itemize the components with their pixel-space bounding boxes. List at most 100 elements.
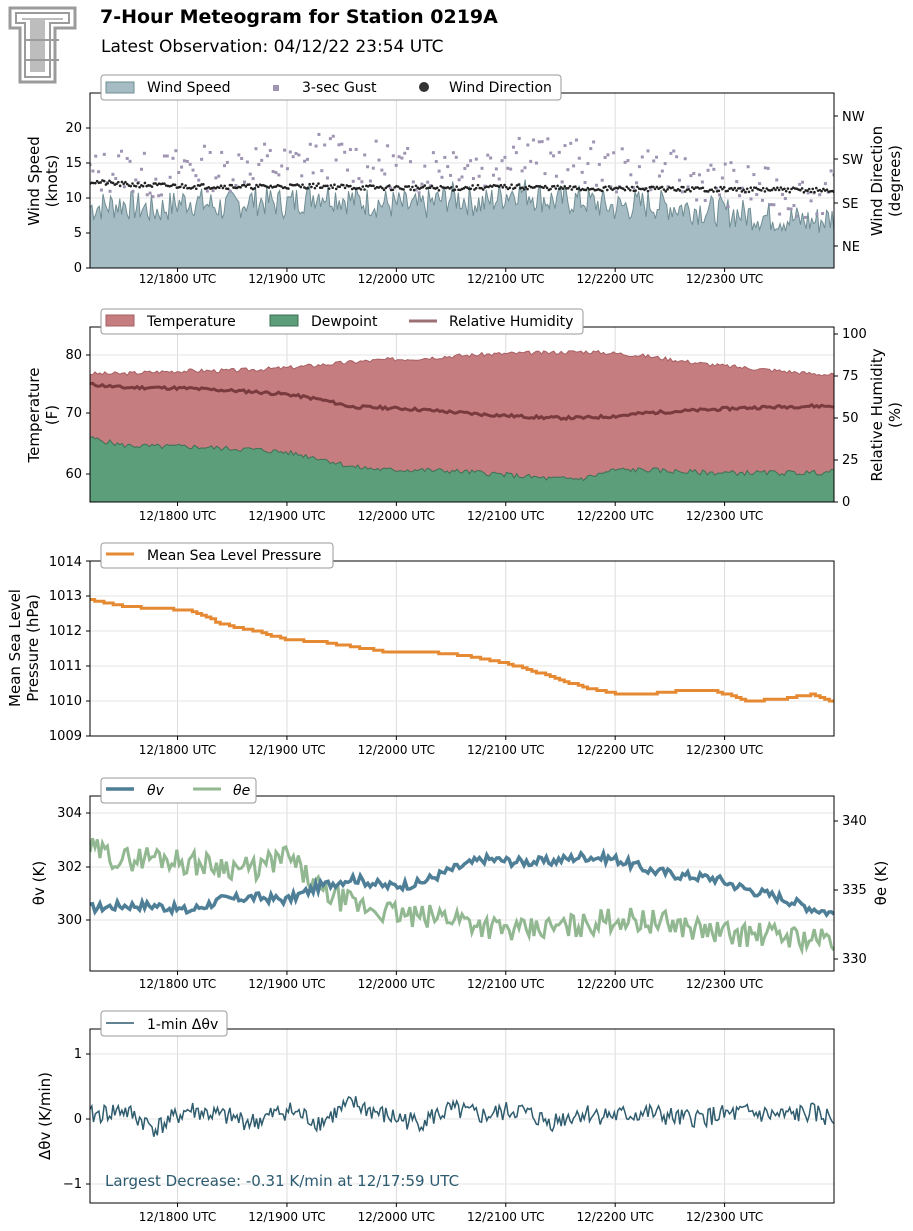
gust-point: [512, 145, 516, 149]
gust-point: [818, 193, 822, 197]
x-tick-label: 12/2200 UTC: [576, 509, 653, 523]
legend-wind-speed: Wind Speed: [147, 80, 231, 96]
direction-point: [99, 181, 102, 184]
direction-point: [327, 187, 331, 190]
gust-point: [506, 166, 510, 170]
gust-point: [537, 140, 541, 144]
gust-point: [466, 164, 470, 168]
direction-point: [717, 189, 721, 193]
gust-point: [706, 168, 710, 172]
gust-point: [383, 172, 387, 176]
gust-point: [586, 162, 590, 166]
direction-point: [662, 188, 666, 191]
direction-point: [193, 185, 196, 188]
gust-point: [328, 137, 332, 141]
gust-point: [251, 177, 255, 181]
direction-point: [549, 187, 552, 191]
direction-point: [783, 187, 786, 191]
gust-point: [663, 162, 667, 166]
direction-point: [430, 184, 434, 188]
direction-point: [682, 185, 685, 189]
gust-point: [368, 179, 372, 183]
direction-point: [760, 189, 763, 192]
thetav-ylabel: θv (K): [30, 861, 48, 905]
gust-point: [577, 156, 581, 160]
gust-point: [552, 154, 556, 158]
direction-point: [131, 182, 134, 185]
gust-point: [615, 190, 619, 194]
direction-point: [788, 190, 792, 194]
gust-point: [274, 171, 278, 175]
direction-point: [806, 189, 809, 193]
x-tick-label: 12/1900 UTC: [248, 977, 325, 991]
gust-point: [832, 173, 834, 177]
direction-point: [726, 189, 730, 193]
direction-point: [173, 183, 177, 187]
gust-point: [343, 150, 347, 154]
gust-point: [429, 184, 433, 188]
direction-point: [814, 186, 818, 190]
wind-speed-area: [90, 179, 834, 268]
x-tick-label: 12/1800 UTC: [139, 272, 216, 286]
gust-point: [775, 178, 779, 182]
gust-point: [652, 159, 656, 163]
direction-point: [342, 183, 345, 187]
direction-point: [141, 184, 145, 188]
direction-point: [526, 187, 529, 191]
x-tick-label: 12/1800 UTC: [139, 509, 216, 523]
direction-point: [744, 190, 747, 194]
direction-point: [218, 186, 221, 190]
x-tick-label: 12/2300 UTC: [686, 977, 763, 991]
gust-point: [214, 176, 218, 180]
direction-point: [825, 188, 829, 191]
gust-point: [374, 139, 378, 143]
gust-point: [780, 192, 784, 196]
gust-point: [151, 195, 155, 199]
gust-point: [815, 212, 819, 216]
direction-point: [143, 181, 147, 185]
gust-point: [366, 165, 370, 169]
direction-point: [226, 187, 230, 191]
direction-point: [636, 185, 639, 189]
dth-ytick-0: 0: [74, 1112, 82, 1127]
rh-ylabel-2: (%): [886, 402, 904, 428]
gust-point: [217, 174, 221, 178]
x-tick-labels: 12/1800 UTC 12/1900 UTC 12/2000 UTC 12/2100…: [139, 272, 764, 286]
direction-point: [740, 190, 744, 193]
gust-point: [489, 156, 493, 160]
direction-point: [219, 184, 223, 188]
x-tick-labels: 12/1800 UTC 12/1900 UTC 12/2000 UTC 12/2100…: [139, 509, 764, 523]
gust-point: [469, 159, 473, 163]
legend-temperature: Temperature: [146, 314, 236, 330]
gust-point: [655, 155, 659, 159]
direction-point: [621, 187, 625, 190]
gust-point: [695, 198, 699, 202]
direction-point: [628, 188, 632, 192]
gust-point: [494, 167, 498, 171]
legend-swatch-gust: [273, 85, 279, 91]
wind-y2tick-nw: NW: [842, 110, 865, 125]
gust-point: [294, 151, 298, 155]
gust-point: [334, 158, 338, 162]
direction-point: [244, 185, 248, 188]
gust-point: [738, 194, 742, 198]
gust-point: [463, 167, 467, 171]
direction-point: [437, 188, 441, 192]
gust-point: [786, 207, 790, 211]
gust-point: [360, 180, 364, 184]
gust-point: [237, 153, 241, 157]
rh-ytick-50: 50: [842, 411, 859, 426]
direction-point: [372, 184, 375, 188]
direction-point: [712, 190, 715, 193]
direction-point: [239, 186, 242, 189]
direction-point: [301, 183, 304, 186]
legend-swatch-direction: [419, 82, 429, 92]
direction-point: [623, 188, 627, 192]
direction-point: [738, 186, 742, 190]
gust-point: [672, 149, 676, 153]
wind-direction-points: [90, 179, 834, 194]
gust-point: [202, 144, 206, 148]
direction-point: [317, 182, 320, 185]
gust-point: [474, 157, 478, 161]
